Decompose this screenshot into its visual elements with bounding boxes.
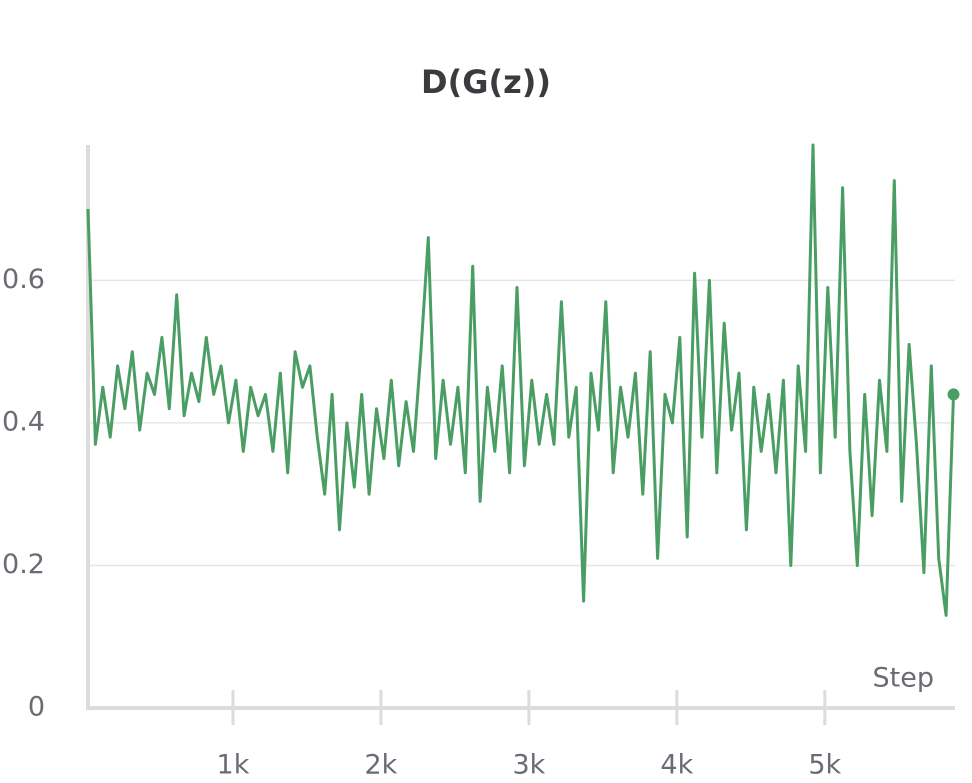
chart-title: D(G(z)) xyxy=(421,63,551,101)
y-tick-label: 0 xyxy=(28,692,45,723)
y-tick-label: 0.2 xyxy=(2,549,45,580)
x-tick-label: 3k xyxy=(512,750,545,781)
x-axis-label: Step xyxy=(873,663,934,694)
y-tick-label: 0.4 xyxy=(2,406,45,437)
x-tick-label: 1k xyxy=(217,750,250,781)
data-line xyxy=(86,143,955,617)
x-tick-label: 5k xyxy=(808,750,841,781)
last-point xyxy=(947,388,960,401)
x-tick-label: 2k xyxy=(365,750,398,781)
y-tick-label: 0.6 xyxy=(2,264,45,295)
x-tick-label: 4k xyxy=(660,750,693,781)
